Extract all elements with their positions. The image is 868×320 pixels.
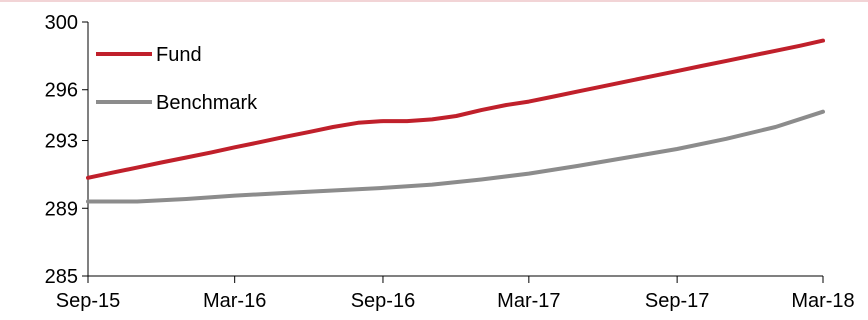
y-tick-label: 300 [45,12,78,34]
x-tick-label: Mar-16 [203,290,266,312]
y-tick-label: 293 [45,131,78,153]
series-line-benchmark [86,109,825,204]
top-border [0,0,868,2]
y-axis: 285 289 293 296 300 [45,12,89,288]
series-line-fund [86,38,825,180]
x-tick-label: Sep-16 [351,290,416,312]
x-tick-label: Mar-17 [497,290,560,312]
y-tick-label: 289 [45,198,78,220]
legend-label-benchmark: Benchmark [156,92,258,114]
x-tick-label: Mar-18 [791,290,854,312]
legend: Fund Benchmark [96,44,258,114]
legend-label-fund: Fund [156,44,202,66]
y-tick-label: 296 [45,80,78,102]
x-axis: Sep-15 Mar-16 Sep-16 Mar-17 Sep-17 Mar-18 [56,275,855,312]
x-tick-label: Sep-15 [56,290,121,312]
series-layer [86,38,825,204]
y-tick-label: 285 [45,266,78,288]
x-tick-label: Sep-17 [645,290,710,312]
